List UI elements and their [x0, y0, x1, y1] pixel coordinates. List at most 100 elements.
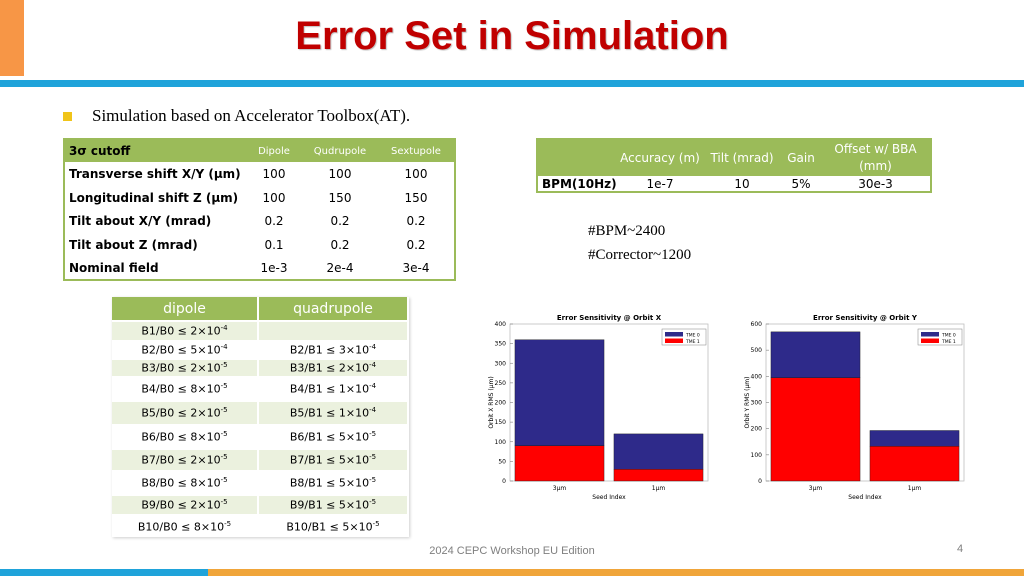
- cell-quadrupole: 0.2: [302, 232, 378, 257]
- multipole-bound-text: B3/B1 ≤ 2×10: [289, 361, 370, 375]
- multipole-cell-dipole: B8/B0 ≤ 8×10-5: [112, 470, 259, 495]
- y-tick-label: 100: [495, 439, 507, 446]
- bpm-row-label: BPM(10Hz): [542, 176, 617, 191]
- y-axis-label: Orbit Y RMS (μm): [744, 377, 751, 429]
- multipole-exponent: -5: [220, 476, 228, 485]
- multipole-exponent: -4: [369, 343, 377, 352]
- y-tick-label: 100: [751, 452, 763, 459]
- legend-label: TME 0: [685, 332, 700, 338]
- multipole-bound-text: B9/B0 ≤ 2×10: [141, 498, 221, 512]
- bpm-table-header: Accuracy (m) Tilt (mrad) Gain Offset w/ …: [537, 139, 931, 176]
- x-axis-label: Seed Index: [848, 494, 882, 501]
- multipole-cell-dipole: B9/B0 ≤ 2×10-5: [112, 494, 259, 515]
- bar-tme-1: [514, 445, 605, 482]
- bar-tme-1: [770, 377, 861, 482]
- multipole-bound-text: B8/B0 ≤ 8×10: [141, 476, 221, 490]
- table-row: B10/B0 ≤ 8×10-5 B10/B1 ≤ 5×10-5: [112, 514, 409, 537]
- multipole-exponent: -4: [369, 382, 377, 391]
- multipole-bound-text: B5/B0 ≤ 2×10: [141, 406, 221, 420]
- bar-tme-0: [514, 339, 605, 446]
- multipole-cell-dipole: B10/B0 ≤ 8×10-5: [112, 514, 259, 537]
- bar-tme-0: [613, 433, 704, 470]
- table-row: BPM(10Hz) 1e-7 10 5% 30e-3: [537, 176, 931, 192]
- cell-sextupole: 150: [378, 185, 455, 210]
- multipole-cell-quadrupole: B3/B1 ≤ 2×10-4: [258, 358, 409, 377]
- bpm-cell-gain: 5%: [791, 176, 811, 191]
- bpm-cell-accuracy: 1e-7: [646, 176, 674, 191]
- table-row: Nominal field 1e-3 2e-4 3e-4: [64, 256, 455, 281]
- multipole-exponent: -5: [369, 430, 377, 439]
- bpm-cell-offset: 30e-3: [858, 176, 893, 191]
- table-row: Longitudinal shift Z (μm) 100 150 150: [64, 185, 455, 210]
- multipole-cell-quadrupole: B8/B1 ≤ 5×10-5: [258, 470, 409, 495]
- multipole-exponent: -4: [369, 406, 377, 415]
- multipole-bound-text: B4/B1 ≤ 1×10: [289, 382, 370, 396]
- x-tick-label: 3μm: [809, 485, 823, 492]
- table-row: Tilt about Z (mrad) 0.1 0.2 0.2: [64, 232, 455, 257]
- notes: #BPM~2400 #Corrector~1200: [588, 219, 691, 267]
- multipole-exponent: -5: [369, 453, 377, 462]
- multipole-exponent: -5: [220, 382, 228, 391]
- multipole-exponent: -5: [220, 453, 228, 462]
- footer-bar-accent: [208, 569, 1024, 576]
- table-row: B1/B0 ≤ 2×10-4: [112, 320, 409, 341]
- cell-sextupole: 0.2: [378, 232, 455, 257]
- multipole-exponent: -5: [220, 498, 228, 507]
- cell-dipole: 0.1: [246, 232, 302, 257]
- y-tick-label: 400: [751, 373, 763, 380]
- multipole-bound-text: B5/B1 ≤ 1×10: [289, 406, 370, 420]
- footer-text: 2024 CEPC Workshop EU Edition: [429, 545, 595, 557]
- legend-swatch: [665, 338, 683, 343]
- table-row: B6/B0 ≤ 8×10-5 B6/B1 ≤ 5×10-5: [112, 424, 409, 449]
- row-label: Transverse shift X/Y (μm): [64, 162, 246, 187]
- bar-tme-1: [869, 445, 960, 482]
- legend-swatch: [921, 338, 939, 343]
- multipole-cell-dipole: B1/B0 ≤ 2×10-4: [112, 320, 259, 341]
- multipole-cell-dipole: B7/B0 ≤ 2×10-5: [112, 448, 259, 471]
- bullet-item: Simulation based on Accelerator Toolbox(…: [63, 106, 410, 126]
- legend-label: TME 1: [941, 339, 956, 345]
- multipole-exponent: -5: [220, 430, 228, 439]
- multipole-table: dipole quadrupole B1/B0 ≤ 2×10-4 B2/B0 ≤ …: [112, 297, 409, 537]
- bar-tme-0: [770, 331, 861, 378]
- corner-accent: [0, 0, 24, 76]
- multipole-exponent: -5: [220, 406, 228, 415]
- bpm-cell-tilt: 10: [734, 176, 750, 191]
- multipole-bound-text: B2/B0 ≤ 5×10: [141, 343, 221, 357]
- multipole-exponent: -5: [369, 476, 377, 485]
- y-tick-label: 200: [495, 400, 507, 407]
- cell-quadrupole: 0.2: [302, 209, 378, 234]
- cell-dipole: 100: [246, 162, 302, 187]
- chart-orbit-x-svg: Error Sensitivity @ Orbit X 0 50 100 150 200 2…: [488, 314, 709, 501]
- note-corrector-count: #Corrector~1200: [588, 247, 692, 263]
- multipole-bound-text: B3/B0 ≤ 2×10: [141, 361, 221, 375]
- table-row: B5/B0 ≤ 2×10-5 B5/B1 ≤ 1×10-4: [112, 400, 409, 425]
- multipole-cell-quadrupole: B10/B1 ≤ 5×10-5: [258, 514, 409, 537]
- bar-tme-1: [613, 469, 704, 482]
- y-tick-label: 150: [495, 419, 507, 426]
- page-number: 4: [957, 543, 964, 555]
- table-row: B8/B0 ≤ 8×10-5 B8/B1 ≤ 5×10-5: [112, 470, 409, 495]
- legend-swatch: [921, 332, 939, 337]
- multipole-exponent: -5: [224, 519, 232, 528]
- multipole-cell-quadrupole: B7/B1 ≤ 5×10-5: [258, 448, 409, 471]
- multipole-exponent: -5: [220, 361, 228, 370]
- y-tick-label: 250: [495, 380, 507, 387]
- multipole-bound-text: B7/B1 ≤ 5×10: [289, 453, 370, 467]
- y-tick-label: 0: [502, 478, 506, 485]
- cell-dipole: 1e-3: [246, 256, 302, 281]
- multipole-cell-quadrupole: B5/B1 ≤ 1×10-4: [258, 400, 409, 425]
- multipole-cell-dipole: B4/B0 ≤ 8×10-5: [112, 376, 259, 401]
- x-tick-label: 1μm: [652, 485, 666, 492]
- table-row: B3/B0 ≤ 2×10-5 B3/B1 ≤ 2×10-4: [112, 358, 409, 377]
- legend-label: TME 1: [685, 339, 700, 345]
- page-title: Error Set in Simulation: [295, 14, 729, 58]
- cell-sextupole: 100: [378, 162, 455, 187]
- multipole-bound-text: B4/B0 ≤ 8×10: [141, 382, 221, 396]
- bar-tme-0: [869, 430, 960, 447]
- cell-dipole: 0.2: [246, 209, 302, 234]
- multipole-bound-text: B8/B1 ≤ 5×10: [289, 476, 370, 490]
- multipole-bound-text: B10/B1 ≤ 5×10: [286, 520, 373, 534]
- y-tick-label: 0: [758, 478, 762, 485]
- multipole-bound-text: B9/B1 ≤ 5×10: [289, 498, 370, 512]
